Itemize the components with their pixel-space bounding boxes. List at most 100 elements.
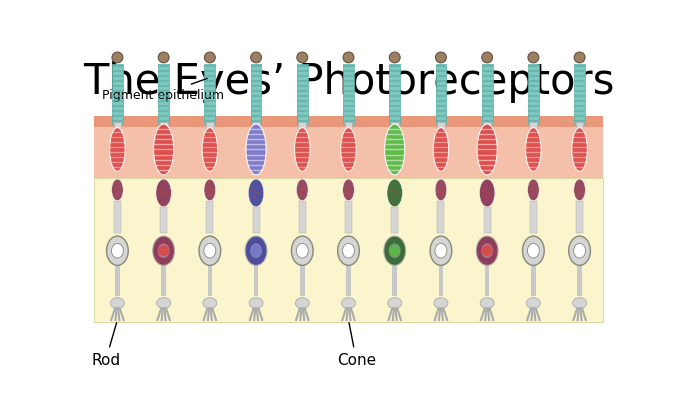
Bar (439, 266, 443, 297)
Bar (251, 101, 262, 103)
Bar (251, 81, 262, 83)
Bar (389, 71, 400, 72)
Ellipse shape (441, 190, 444, 192)
Bar (577, 266, 582, 297)
Bar (95, 117, 602, 128)
Bar (343, 91, 354, 92)
Bar (112, 116, 123, 117)
Bar (528, 81, 539, 83)
Bar (297, 106, 308, 108)
Bar (297, 121, 308, 122)
Bar (528, 111, 539, 112)
Circle shape (389, 246, 400, 256)
Bar (158, 101, 169, 103)
Bar (297, 91, 308, 92)
Bar (481, 86, 492, 88)
Bar (345, 201, 352, 234)
Bar (160, 207, 167, 234)
Bar (251, 116, 262, 117)
Bar (343, 76, 354, 78)
Bar (389, 96, 400, 97)
Bar (205, 65, 216, 124)
Bar (574, 111, 585, 112)
Bar (112, 101, 123, 103)
Ellipse shape (204, 180, 216, 201)
Circle shape (574, 53, 585, 64)
Circle shape (343, 53, 354, 64)
Bar (528, 121, 539, 122)
Bar (343, 81, 354, 83)
Bar (158, 65, 169, 124)
Bar (112, 65, 123, 124)
Bar (297, 96, 308, 97)
Bar (112, 121, 123, 122)
Circle shape (251, 53, 262, 64)
Bar (299, 201, 306, 234)
Bar (574, 65, 585, 124)
Ellipse shape (389, 244, 401, 258)
Bar (95, 178, 602, 322)
Bar (435, 81, 446, 83)
Bar (528, 106, 539, 108)
Ellipse shape (256, 192, 259, 195)
Bar (205, 76, 216, 78)
Ellipse shape (579, 190, 583, 192)
Circle shape (158, 246, 169, 256)
Ellipse shape (479, 180, 495, 207)
Ellipse shape (480, 298, 494, 309)
Bar (389, 66, 400, 67)
Ellipse shape (303, 190, 305, 192)
Ellipse shape (341, 128, 356, 172)
Bar (481, 106, 492, 108)
Bar (297, 65, 308, 124)
Ellipse shape (345, 187, 347, 189)
Bar (481, 81, 492, 83)
Bar (297, 76, 308, 78)
Bar (391, 207, 398, 234)
Ellipse shape (484, 196, 487, 198)
Bar (481, 96, 492, 97)
Ellipse shape (295, 298, 309, 309)
Bar (530, 201, 537, 234)
Bar (392, 266, 397, 297)
Bar (481, 111, 492, 112)
Ellipse shape (346, 192, 350, 195)
Bar (297, 86, 308, 88)
Bar (160, 123, 167, 130)
Ellipse shape (568, 236, 590, 266)
Bar (205, 91, 216, 92)
Bar (251, 76, 262, 78)
Bar (531, 266, 536, 297)
Bar (112, 81, 123, 83)
Ellipse shape (250, 244, 262, 258)
Bar (158, 121, 169, 122)
Bar (481, 66, 492, 67)
Ellipse shape (202, 128, 218, 172)
Bar (483, 207, 491, 234)
Bar (158, 66, 169, 67)
Bar (574, 71, 585, 72)
Ellipse shape (206, 187, 209, 189)
Bar (437, 201, 445, 234)
Ellipse shape (248, 180, 264, 207)
Ellipse shape (296, 244, 308, 258)
Ellipse shape (435, 244, 447, 258)
Bar (251, 91, 262, 92)
Bar (391, 123, 398, 130)
Bar (343, 66, 354, 67)
Bar (158, 96, 169, 97)
Bar (112, 71, 123, 72)
Bar (299, 123, 306, 130)
Bar (112, 106, 123, 108)
Circle shape (112, 53, 123, 64)
Bar (528, 71, 539, 72)
Ellipse shape (154, 125, 173, 175)
Bar (343, 121, 354, 122)
Bar (481, 116, 492, 117)
Bar (343, 101, 354, 103)
Ellipse shape (203, 298, 217, 309)
Bar (158, 86, 169, 88)
Bar (389, 121, 400, 122)
Ellipse shape (476, 236, 498, 266)
Bar (207, 266, 212, 297)
